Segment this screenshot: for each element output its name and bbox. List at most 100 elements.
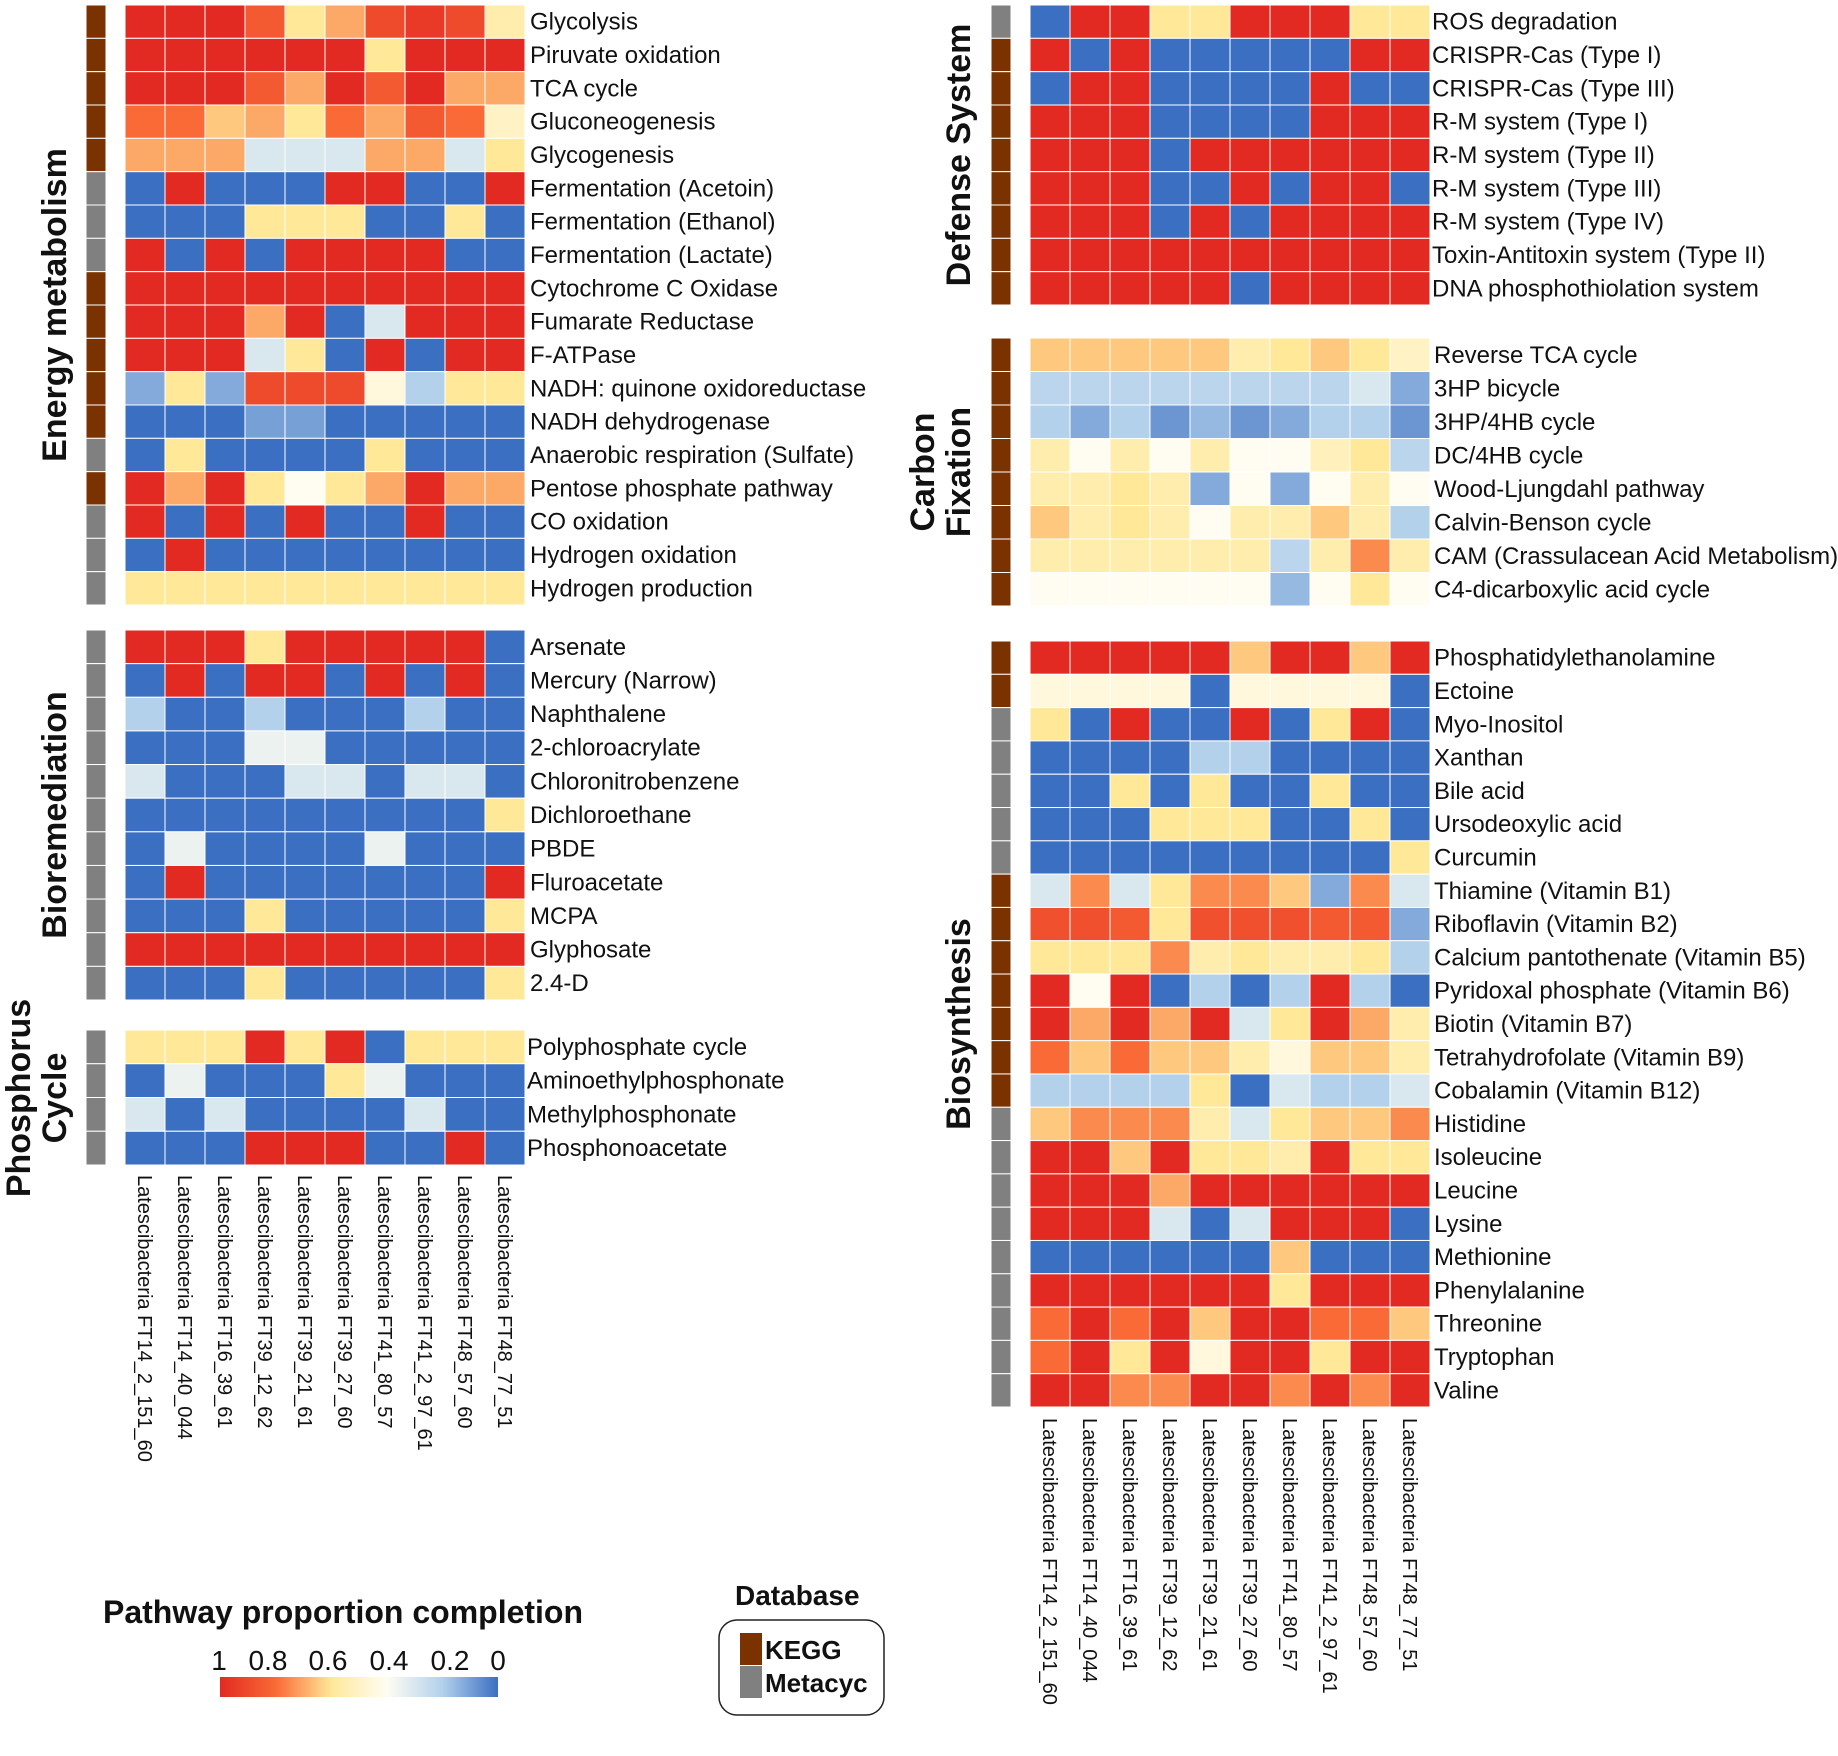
heatmap-cell (444, 898, 486, 934)
heatmap-cell (124, 864, 166, 900)
database-annotation-cell (990, 37, 1012, 73)
heatmap-cell (1349, 271, 1391, 306)
heatmap-cell (1309, 807, 1351, 842)
heatmap-cell (324, 37, 366, 73)
heatmap-cell (164, 629, 206, 665)
row-label: Lysine (1434, 1211, 1502, 1238)
heatmap-cell (1349, 1273, 1391, 1308)
row-label: TCA cycle (530, 75, 638, 102)
heatmap-panel-bioremediation: Arsenate Mercury (Narrow) Naphthalene 2-chl… (36, 629, 739, 1001)
heatmap-cell (1349, 471, 1391, 506)
heatmap-cell (1069, 71, 1111, 106)
heatmap-cell (1229, 1006, 1271, 1042)
heatmap-cell (244, 864, 286, 900)
heatmap-cell (124, 4, 166, 39)
heatmap-cell (244, 337, 286, 373)
heatmap-cell (1229, 940, 1271, 975)
row-label: Valine (1434, 1377, 1499, 1404)
heatmap-cell (1349, 1306, 1391, 1341)
heatmap-cell (1269, 1239, 1311, 1275)
row-label: Anaerobic respiration (Sulfate) (530, 442, 854, 469)
heatmap-cell (444, 730, 486, 766)
heatmap-cell (484, 337, 526, 373)
heatmap-cell (1109, 1373, 1151, 1408)
row-label: 3HP/4HB cycle (1434, 409, 1595, 436)
database-annotation-cell (85, 104, 107, 139)
heatmap-cell (204, 37, 246, 73)
heatmap-cell (444, 1029, 486, 1065)
heatmap-cell (1029, 1306, 1071, 1341)
color-scale-legend: Pathway proportion completion 1 0.8 0.6 … (103, 1594, 583, 1697)
heatmap-cell (1309, 37, 1351, 73)
database-annotation-cell (990, 171, 1012, 206)
heatmap-cell (1109, 71, 1151, 106)
heatmap-cell (284, 537, 326, 573)
heatmap-cell (404, 471, 446, 506)
group-title: Defense System (940, 24, 978, 287)
heatmap-cell (1189, 673, 1231, 709)
database-annotation-cell (85, 663, 107, 698)
heatmap-cell (324, 898, 366, 934)
heatmap-cell (1029, 707, 1071, 742)
heatmap-cell (1189, 1373, 1231, 1408)
heatmap-cell (204, 337, 246, 373)
heatmap-cell (1229, 137, 1271, 173)
heatmap-cell (1269, 906, 1311, 942)
heatmap-cell (1029, 1173, 1071, 1208)
heatmap-cell (484, 965, 526, 1001)
database-legend: Database KEGG Metacyc (718, 1580, 885, 1716)
heatmap-cell (1389, 1273, 1431, 1308)
heatmap-cell (364, 471, 406, 506)
heatmap-cell (1189, 171, 1231, 206)
heatmap-cell (284, 965, 326, 1001)
legend-tick: 0 (490, 1645, 506, 1676)
database-annotation-cell (85, 437, 107, 473)
heatmap-cell (244, 1130, 286, 1166)
heatmap-cell (1309, 1073, 1351, 1108)
heatmap-cell (484, 696, 526, 732)
heatmap-cell (1149, 371, 1191, 406)
heatmap-cell (1309, 1306, 1351, 1341)
heatmap-cell (1229, 538, 1271, 573)
heatmap-cell (324, 764, 366, 799)
heatmap-cell (404, 71, 446, 106)
heatmap-cell (1149, 337, 1191, 372)
heatmap-cell (1349, 337, 1391, 372)
heatmap-cell (404, 663, 446, 698)
heatmap-cell (164, 696, 206, 732)
heatmap-cell (1269, 707, 1311, 742)
heatmap-cell (404, 371, 446, 406)
heatmap-cell (164, 337, 206, 373)
heatmap-cell (324, 537, 366, 573)
database-annotation-cell (85, 371, 107, 406)
heatmap-cell (1229, 973, 1271, 1008)
database-legend-title: Database (735, 1580, 860, 1611)
heatmap-cell (364, 71, 406, 106)
database-annotation-cell (85, 1097, 107, 1132)
database-annotation-cell (990, 337, 1012, 372)
heatmap-cell (1029, 807, 1071, 842)
row-label: R-M system (Type III) (1432, 175, 1661, 202)
heatmap-cell (124, 1130, 166, 1166)
metacyc-swatch (740, 1666, 762, 1698)
heatmap-cell (1309, 1040, 1351, 1075)
database-annotation-cell (990, 1206, 1012, 1241)
heatmap-cell (1189, 1006, 1231, 1042)
heatmap-cell (1269, 237, 1311, 273)
heatmap-cell (484, 437, 526, 473)
database-annotation-cell (990, 137, 1012, 173)
heatmap-cell (364, 4, 406, 39)
heatmap-cell (1109, 1040, 1151, 1075)
database-annotation-cell (990, 640, 1012, 675)
heatmap-cell (1309, 1106, 1351, 1142)
heatmap-cell (164, 471, 206, 506)
heatmap-cell (1069, 471, 1111, 506)
heatmap-cell (1229, 773, 1271, 809)
database-annotation-cell (85, 404, 107, 439)
heatmap-cell (1149, 1273, 1191, 1308)
heatmap-cell (1349, 840, 1391, 875)
heatmap-cell (1029, 940, 1071, 975)
heatmap-cell (1389, 204, 1431, 239)
heatmap-cell (1389, 438, 1431, 473)
row-label: CRISPR-Cas (Type I) (1432, 42, 1661, 69)
